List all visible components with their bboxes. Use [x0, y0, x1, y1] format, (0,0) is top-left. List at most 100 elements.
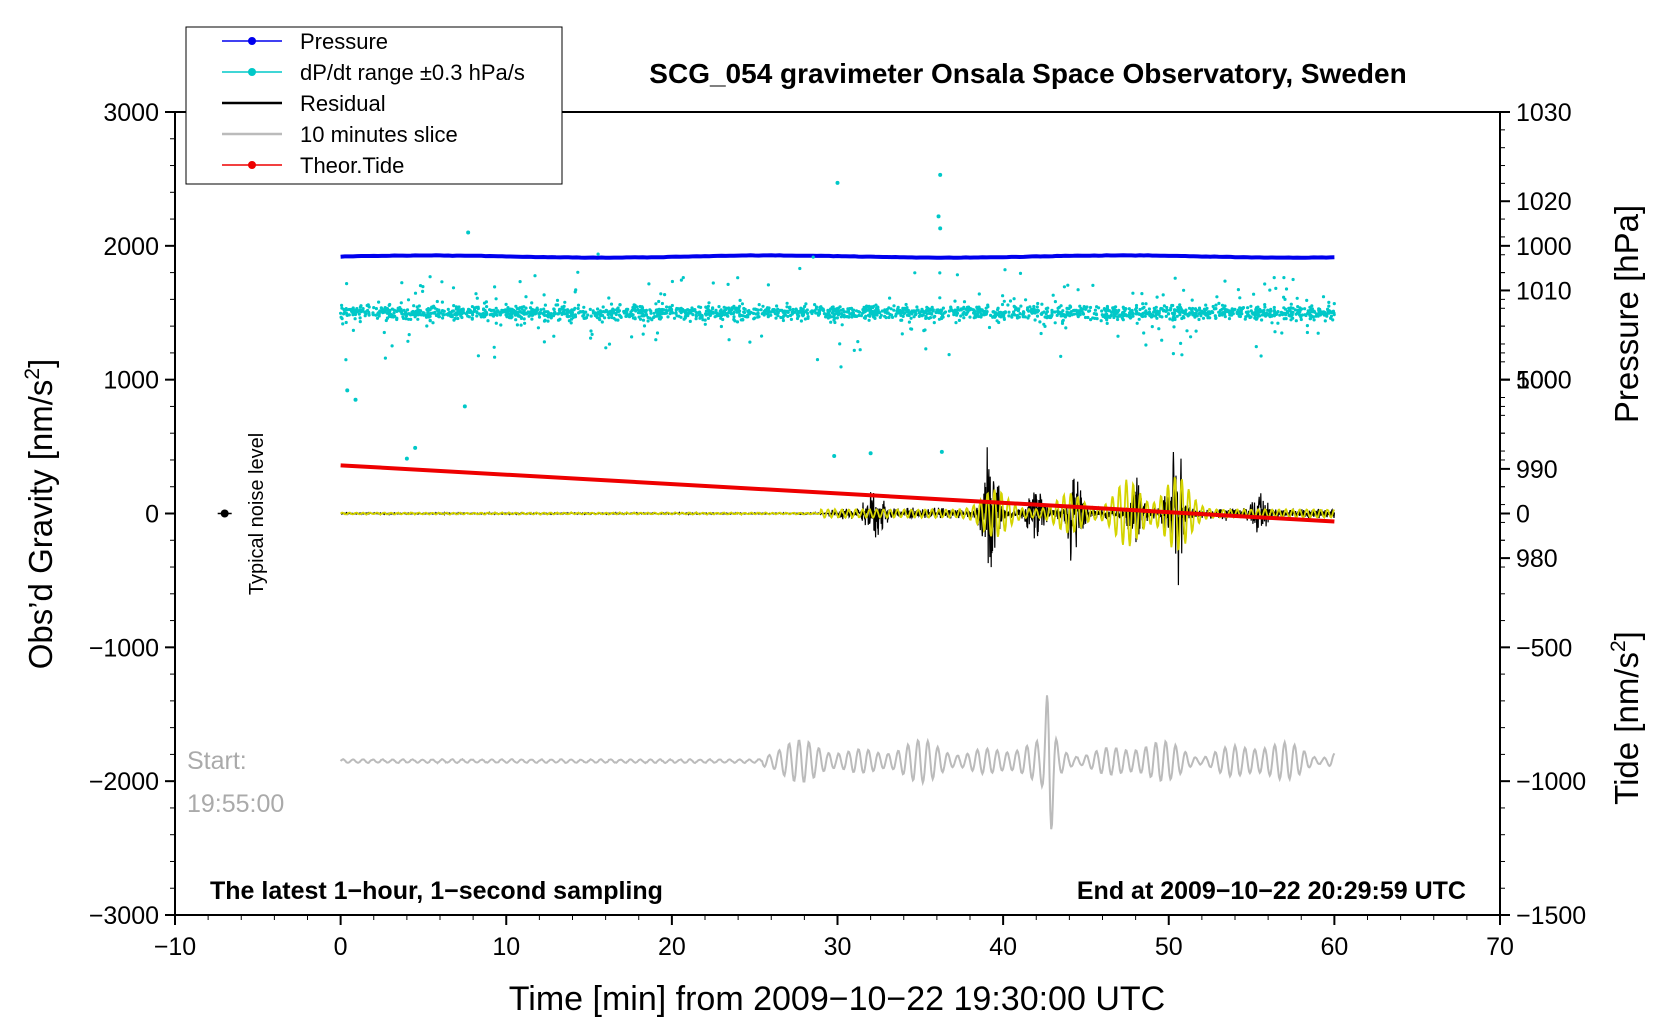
- dpdt-point: [428, 319, 432, 323]
- dpdt-point: [633, 316, 637, 320]
- x-tick-label: 20: [658, 933, 686, 961]
- dpdt-point: [593, 311, 598, 315]
- dpdt-point: [757, 303, 761, 307]
- dpdt-point: [904, 302, 908, 307]
- dpdt-point: [736, 276, 740, 280]
- dpdt-point: [555, 298, 560, 302]
- dpdt-point: [654, 302, 658, 306]
- dpdt-outlier: [832, 453, 837, 458]
- dpdt-point: [1197, 312, 1201, 316]
- dpdt-point: [485, 305, 489, 309]
- dpdt-point: [1280, 331, 1284, 335]
- dpdt-point: [831, 309, 835, 313]
- dpdt-point: [1268, 288, 1272, 292]
- dpdt-point: [1051, 293, 1055, 297]
- dpdt-point: [652, 311, 656, 315]
- dpdt-point: [1199, 314, 1203, 318]
- dpdt-point: [415, 309, 419, 313]
- dpdt-point: [789, 317, 794, 321]
- dpdt-point: [899, 318, 903, 322]
- dpdt-point: [339, 311, 343, 315]
- x-axis-label: Time [min] from 2009−10−22 19:30:00 UTC: [509, 980, 1165, 1018]
- chart-title: SCG_054 gravimeter Onsala Space Observat…: [649, 58, 1406, 89]
- dpdt-point: [864, 308, 868, 313]
- dpdt-point: [494, 297, 498, 301]
- dpdt-point: [739, 313, 743, 318]
- dpdt-point: [426, 308, 430, 312]
- dpdt-point: [827, 311, 831, 316]
- dpdt-point: [604, 346, 608, 350]
- dpdt-point: [1291, 310, 1295, 314]
- dpdt-outlier: [345, 388, 350, 393]
- dpdt-point: [1218, 308, 1222, 313]
- dpdt-point: [804, 302, 808, 306]
- dpdt-point: [921, 310, 926, 314]
- dpdt-point: [1243, 317, 1247, 321]
- dpdt-point: [781, 310, 785, 314]
- dpdt-point: [1171, 352, 1175, 356]
- dpdt-point: [430, 305, 434, 309]
- dpdt-point: [880, 309, 884, 313]
- dpdt-point: [1272, 305, 1276, 310]
- dpdt-point: [630, 335, 634, 339]
- dpdt-point: [1223, 315, 1227, 319]
- dpdt-point: [1222, 306, 1226, 310]
- dpdt-point: [829, 320, 833, 324]
- dpdt-point: [733, 319, 737, 323]
- dpdt-point: [475, 311, 479, 315]
- dpdt-point: [704, 313, 708, 317]
- dpdt-point: [528, 306, 533, 310]
- dpdt-point: [1056, 306, 1060, 310]
- dpdt-point: [605, 309, 609, 313]
- dpdt-point: [1162, 304, 1166, 308]
- dpdt-point: [1165, 305, 1169, 310]
- dpdt-point: [367, 313, 371, 317]
- dpdt-point: [591, 309, 595, 313]
- dpdt-point: [1294, 312, 1298, 316]
- dpdt-point: [1088, 305, 1093, 310]
- dpdt-point: [871, 306, 875, 310]
- dpdt-point: [785, 305, 789, 309]
- dpdt-point: [1171, 312, 1175, 316]
- tide-tick-label: 0: [1516, 501, 1530, 529]
- dpdt-point: [938, 271, 942, 275]
- dpdt-point: [759, 308, 763, 312]
- dpdt-point: [833, 316, 837, 320]
- dpdt-point: [390, 307, 394, 311]
- dpdt-point: [1033, 318, 1037, 322]
- dpdt-point: [883, 308, 887, 312]
- dpdt-point: [1305, 330, 1309, 335]
- dpdt-point: [1283, 311, 1287, 315]
- dpdt-point: [900, 332, 904, 336]
- dpdt-point: [756, 308, 760, 312]
- dpdt-point: [507, 316, 512, 320]
- dpdt-point: [446, 307, 450, 311]
- dpdt-point: [1263, 303, 1267, 307]
- dpdt-point: [1230, 313, 1234, 317]
- dpdt-point: [766, 309, 770, 313]
- dpdt-point: [760, 334, 764, 338]
- dpdt-point: [401, 315, 405, 319]
- dpdt-point: [1332, 302, 1336, 306]
- dpdt-point: [453, 312, 457, 317]
- dpdt-point: [601, 305, 605, 309]
- dpdt-point: [1131, 291, 1135, 295]
- dpdt-point: [586, 313, 590, 317]
- dpdt-point: [688, 310, 693, 314]
- dpdt-point: [1317, 308, 1321, 312]
- dpdt-point: [374, 307, 378, 311]
- dpdt-point: [1179, 341, 1183, 345]
- dpdt-point: [1326, 307, 1330, 311]
- dpdt-point: [614, 318, 618, 322]
- dpdt-point: [1327, 300, 1331, 304]
- y-axis-label-left-end: ]: [22, 359, 59, 368]
- dpdt-points: [339, 172, 1336, 461]
- dpdt-point: [1082, 305, 1086, 309]
- dpdt-point: [1138, 307, 1142, 312]
- dpdt-point: [904, 308, 908, 312]
- dpdt-point: [858, 310, 862, 314]
- dpdt-point: [971, 308, 975, 312]
- dpdt-point: [1312, 309, 1316, 313]
- dpdt-point: [377, 312, 381, 316]
- dpdt-point: [1298, 306, 1302, 310]
